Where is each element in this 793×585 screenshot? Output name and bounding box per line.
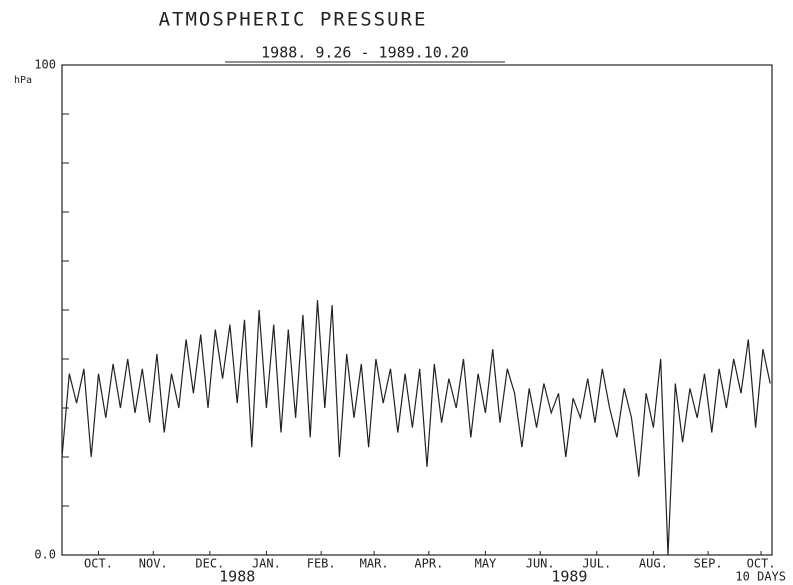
chart-title: ATMOSPHERIC PRESSURE [159, 9, 428, 31]
pressure-line [61, 300, 771, 556]
x-tick-label: APR. [414, 557, 443, 571]
y-tick-label: 100 [34, 58, 56, 72]
year-label: 1988 [219, 568, 255, 585]
chart-subtitle: 1988. 9.26 - 1989.10.20 [261, 44, 469, 62]
x-tick-label: OCT. [84, 557, 113, 571]
y-tick-label: 0.0 [34, 548, 56, 562]
x-tick-label: MAY [475, 557, 497, 571]
x-tick-label: JUL. [582, 557, 611, 571]
x-tick-label: FEB. [307, 557, 336, 571]
year-label: 1989 [551, 568, 587, 585]
x-tick-label: JAN. [252, 557, 281, 571]
x-tick-label: DEC. [195, 557, 224, 571]
x-tick-label: AUG. [639, 557, 668, 571]
x-unit: 10 DAYS [735, 570, 786, 584]
x-tick-label: NOV. [139, 557, 168, 571]
y-unit: hPa [14, 75, 32, 86]
x-tick-label: OCT. [747, 557, 776, 571]
x-tick-label: JUN. [526, 557, 555, 571]
x-tick-label: SEP. [694, 557, 723, 571]
x-tick-label: MAR. [360, 557, 389, 571]
